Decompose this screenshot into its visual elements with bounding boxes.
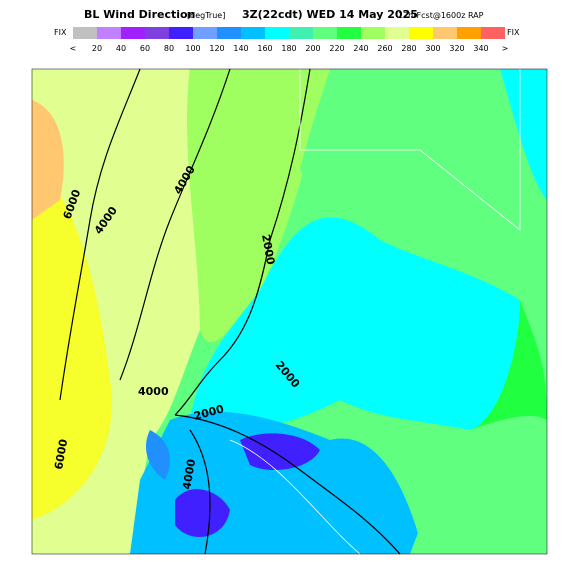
map: 6000 4000 4000 2000 2000 4000 2000 4000 … <box>31 68 548 555</box>
colorbar-label: < <box>70 44 77 53</box>
colorbar-label: > <box>502 44 509 53</box>
color-swatch <box>361 27 385 39</box>
map-frame <box>31 68 548 555</box>
color-swatch <box>265 27 289 39</box>
color-swatch <box>433 27 457 39</box>
colorbar-label: 180 <box>281 44 296 53</box>
units: [degTrue] <box>187 11 225 20</box>
color-swatch <box>145 27 169 39</box>
color-swatch <box>481 27 505 39</box>
forecast: 12hrFcst@1600z RAP <box>398 11 484 20</box>
contour-label: 2000 <box>259 233 277 266</box>
colorbar-label: 40 <box>116 44 126 53</box>
color-swatch <box>97 27 121 39</box>
contour-label: 4000 <box>180 458 198 491</box>
color-swatch <box>313 27 337 39</box>
colorbar-label: 20 <box>92 44 102 53</box>
colorbar-label: 260 <box>377 44 392 53</box>
colorbar-label: 220 <box>329 44 344 53</box>
colorbar-label: 200 <box>305 44 320 53</box>
title: BL Wind Direction <box>84 8 195 21</box>
colorbar-label: 100 <box>185 44 200 53</box>
colorbar-label: 160 <box>257 44 272 53</box>
colorbar-right-label: FIX <box>507 28 520 37</box>
colorbar-label: 240 <box>353 44 368 53</box>
valid-time: 3Z(22cdt) WED 14 May 2025 <box>242 8 418 21</box>
color-swatch <box>385 27 409 39</box>
colorbar-label: 120 <box>209 44 224 53</box>
color-swatch <box>169 27 193 39</box>
colorbar-label: 280 <box>401 44 416 53</box>
color-swatch <box>193 27 217 39</box>
colorbar: <20 40 60 80 100 120 140 160 180 200 220 240 260 280 3… <box>70 27 509 53</box>
color-swatch <box>121 27 145 39</box>
color-swatch <box>241 27 265 39</box>
color-swatch <box>337 27 361 39</box>
colorbar-label: 300 <box>425 44 440 53</box>
colorbar-label: 140 <box>233 44 248 53</box>
colorbar-label: 340 <box>473 44 488 53</box>
color-swatch <box>289 27 313 39</box>
colorbar-left-label: FIX <box>54 28 67 37</box>
contour-label: 6000 <box>52 438 70 471</box>
color-swatch <box>457 27 481 39</box>
color-swatch <box>217 27 241 39</box>
colorbar-label: 80 <box>164 44 174 53</box>
color-swatch <box>409 27 433 39</box>
colorbar-label: 60 <box>140 44 150 53</box>
color-swatch <box>73 27 97 39</box>
contour-label: 4000 <box>138 385 169 398</box>
colorbar-label: 320 <box>449 44 464 53</box>
